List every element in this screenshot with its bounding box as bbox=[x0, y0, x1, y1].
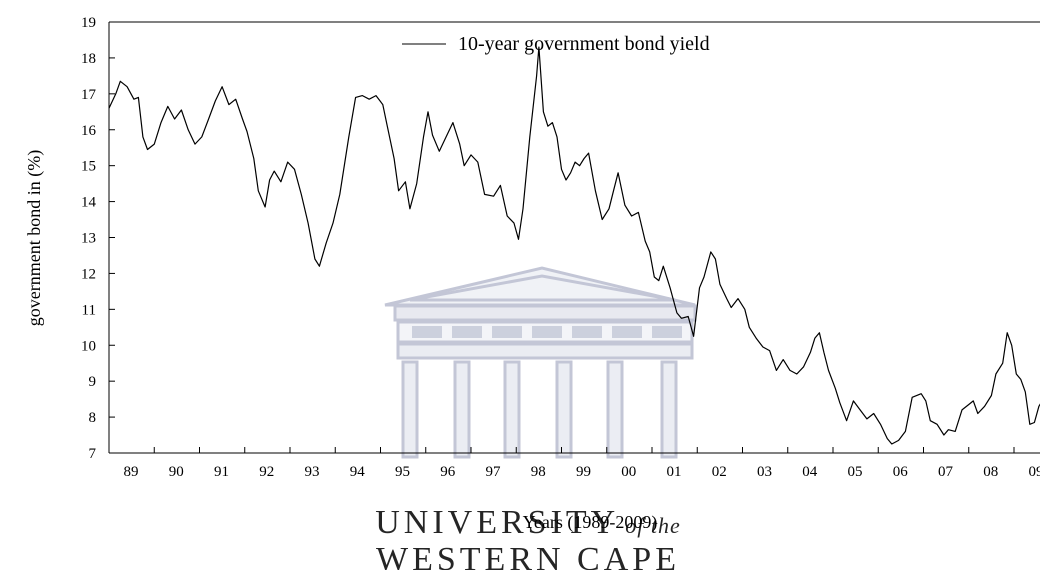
x-tick-label: 89 bbox=[124, 464, 139, 480]
x-tick-label: 91 bbox=[214, 464, 229, 480]
x-tick-label: 93 bbox=[305, 464, 320, 480]
x-tick-label: 98 bbox=[531, 464, 546, 480]
x-tick-label: 92 bbox=[259, 464, 274, 480]
y-tick-label: 8 bbox=[89, 410, 97, 426]
y-tick-label: 17 bbox=[81, 87, 97, 103]
x-axis-ticks: 89 90 91 92 93 94 95 96 97 98 99 00 01 02 03 04 05 06 07 08… bbox=[124, 447, 1040, 480]
x-tick-label: 05 bbox=[848, 464, 863, 480]
y-tick-label: 13 bbox=[81, 231, 96, 247]
x-tick-label: 01 bbox=[667, 464, 682, 480]
y-tick-label: 18 bbox=[81, 51, 96, 67]
y-tick-label: 16 bbox=[81, 123, 97, 139]
building-icon bbox=[385, 268, 695, 457]
x-tick-label: 02 bbox=[712, 464, 727, 480]
x-tick-label: 95 bbox=[395, 464, 410, 480]
x-axis-title: Years (1989-2009) bbox=[523, 512, 658, 533]
x-tick-label: 09 bbox=[1029, 464, 1040, 480]
x-tick-label: 04 bbox=[802, 464, 818, 480]
x-tick-label: 00 bbox=[621, 464, 636, 480]
y-tick-label: 12 bbox=[81, 266, 96, 282]
series-line-10-year-bond-yield bbox=[109, 47, 1040, 444]
x-tick-label: 99 bbox=[576, 464, 591, 480]
x-tick-label: 97 bbox=[486, 464, 502, 480]
y-tick-label: 19 bbox=[81, 15, 96, 31]
y-tick-label: 11 bbox=[82, 302, 96, 318]
legend-label: 10-year government bond yield bbox=[458, 33, 710, 55]
legend: 10-year government bond yield bbox=[402, 33, 710, 55]
y-tick-label: 10 bbox=[81, 338, 96, 354]
x-tick-label: 94 bbox=[350, 464, 366, 480]
y-axis-ticks: 7 8 9 10 11 12 13 14 15 16 17 18 19 bbox=[81, 15, 115, 462]
x-tick-label: 06 bbox=[893, 464, 909, 480]
y-tick-label: 7 bbox=[89, 446, 97, 462]
y-tick-label: 15 bbox=[81, 159, 96, 175]
x-tick-label: 07 bbox=[938, 464, 954, 480]
y-tick-label: 14 bbox=[81, 195, 97, 211]
x-tick-label: 90 bbox=[169, 464, 184, 480]
x-tick-label: 08 bbox=[983, 464, 998, 480]
y-tick-label: 9 bbox=[89, 374, 97, 390]
x-tick-label: 03 bbox=[757, 464, 772, 480]
plot-axes bbox=[109, 22, 1040, 453]
watermark-line2: WESTERN CAPE bbox=[376, 541, 680, 570]
x-tick-label: 96 bbox=[440, 464, 456, 480]
y-axis-title: government bond in (%) bbox=[24, 150, 45, 326]
